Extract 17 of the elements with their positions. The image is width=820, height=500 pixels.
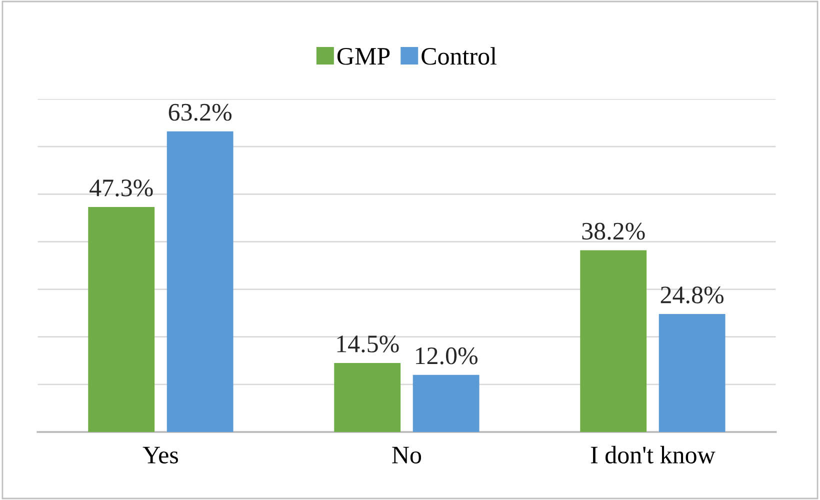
x-tick-label: Yes xyxy=(142,446,178,464)
legend-label: Control xyxy=(422,47,497,65)
bar xyxy=(412,374,480,432)
data-label: 63.2% xyxy=(168,104,232,121)
x-tick-label: No xyxy=(392,446,422,464)
bar xyxy=(166,131,234,432)
data-label: 24.8% xyxy=(660,286,724,304)
data-label: 38.2% xyxy=(582,222,645,240)
data-label: 12.0% xyxy=(416,347,478,364)
x-tick-label: I don't know xyxy=(590,446,716,464)
data-label: 47.3% xyxy=(90,179,153,196)
legend-label: GMP xyxy=(337,48,390,65)
bar xyxy=(658,314,726,432)
data-label: 14.5% xyxy=(337,336,399,352)
bar xyxy=(580,250,647,432)
bar xyxy=(334,363,401,432)
bar xyxy=(88,206,155,432)
